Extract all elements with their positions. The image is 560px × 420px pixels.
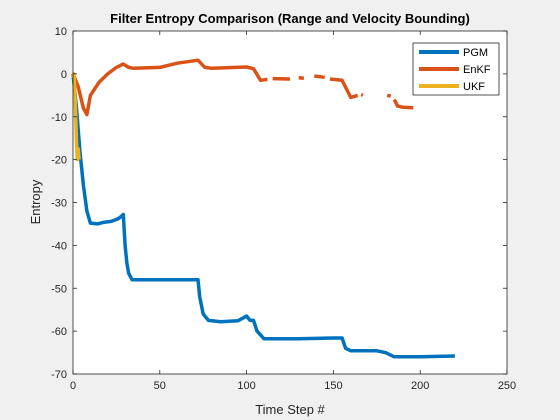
x-axis-label: Time Step #: [255, 402, 325, 417]
series-layer: [71, 58, 455, 359]
y-tick-label: 0: [61, 69, 67, 81]
legend-label-pgm: PGM: [463, 47, 488, 59]
x-tick-label: 250: [498, 380, 516, 392]
y-axis-label: Entropy: [28, 179, 43, 224]
chart-title: Filter Entropy Comparison (Range and Vel…: [110, 11, 470, 26]
y-tick-label: -10: [51, 112, 67, 124]
x-tick-label: 200: [411, 380, 429, 392]
legend-label-enkf: EnKF: [463, 64, 491, 76]
legend-label-ukf: UKF: [463, 81, 485, 93]
series-line-ukf: [71, 72, 81, 162]
y-tick-label: -30: [51, 198, 67, 210]
x-tick-label: 50: [154, 380, 166, 392]
y-tick-label: -50: [51, 283, 67, 295]
x-tick-label: 0: [70, 380, 76, 392]
series-line-pgm: [71, 73, 455, 359]
y-tick-label: -40: [51, 240, 67, 252]
series-line-enkf: [386, 93, 392, 98]
series-line-enkf: [360, 92, 364, 97]
legend: PGM EnKF UKF: [412, 42, 500, 96]
series-line-enkf: [392, 98, 414, 110]
y-tick-label: 10: [55, 26, 67, 38]
series-line-enkf: [298, 75, 305, 80]
x-tick-label: 100: [237, 380, 255, 392]
series-line-enkf: [329, 77, 359, 100]
y-tick-label: -70: [51, 369, 67, 381]
series-line-enkf: [314, 74, 325, 80]
x-tick-label: 150: [324, 380, 342, 392]
series-line-enkf: [71, 58, 268, 117]
y-tick-label: -60: [51, 326, 67, 338]
y-tick-label: -20: [51, 155, 67, 167]
